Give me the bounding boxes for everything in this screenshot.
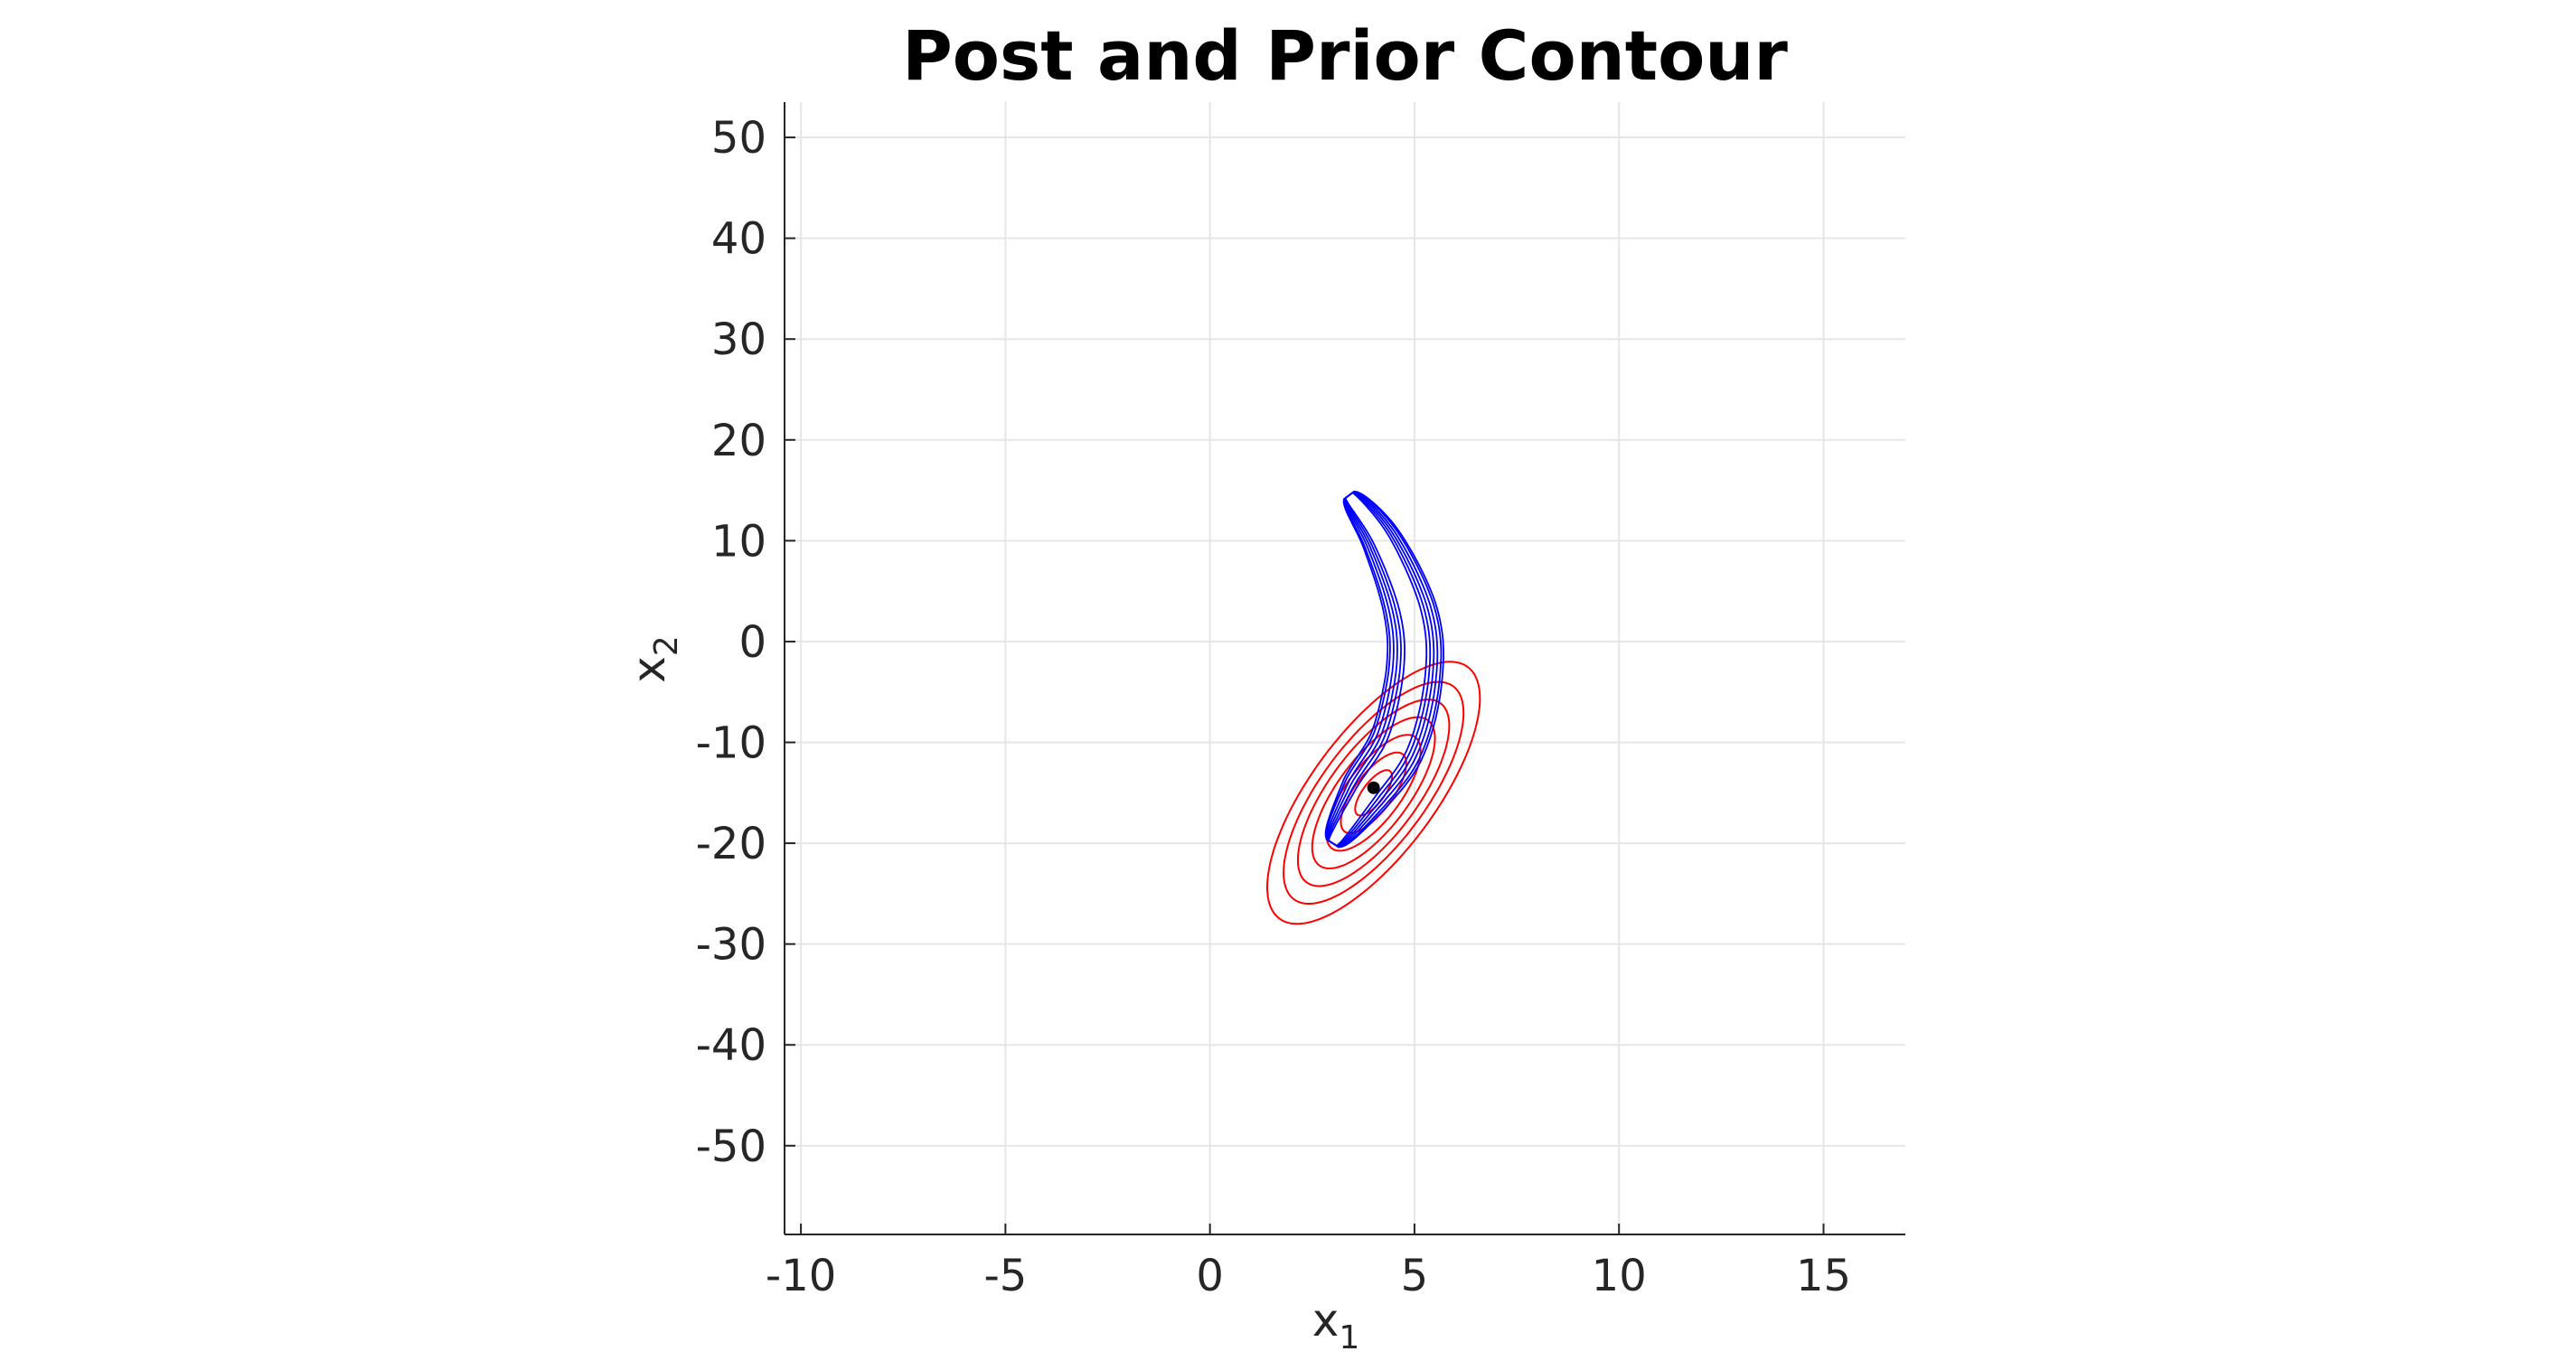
prior-contour: [1297, 699, 1451, 887]
labels: Post and Prior Contour x1 x2: [623, 15, 1788, 1356]
true-state-point: [1367, 781, 1380, 794]
x-axis-label: x1: [1312, 1294, 1360, 1356]
x-tick-label: 15: [1796, 1251, 1851, 1301]
y-tick-label: -10: [696, 718, 766, 769]
contour-series: [1265, 490, 1481, 925]
y-tick-label: -40: [696, 1020, 766, 1071]
y-tick-label: 50: [711, 113, 766, 164]
posterior-contour: [1324, 490, 1445, 849]
chart-title: Post and Prior Contour: [902, 15, 1788, 96]
y-tick-label: 20: [711, 416, 766, 466]
x-tick-label: 0: [1196, 1251, 1224, 1301]
x-tick-label: -5: [983, 1251, 1027, 1301]
y-tick-label: -30: [696, 920, 766, 971]
y-tick-label: 40: [711, 214, 766, 265]
y-tick-label: 10: [711, 516, 766, 567]
prior-contour: [1265, 661, 1481, 925]
y-tick-label: 0: [738, 617, 766, 668]
x-axis-label-base: x: [1312, 1294, 1340, 1347]
y-axis-label: x2: [623, 635, 685, 683]
y-tick-label: -20: [696, 819, 766, 869]
x-tick-label: 10: [1592, 1251, 1647, 1301]
y-axis-label-subscript: 2: [648, 635, 685, 656]
prior-contour: [1283, 680, 1465, 905]
x-axis-label-subscript: 1: [1339, 1319, 1359, 1356]
grid: [785, 102, 1905, 1234]
x-tick-label: -10: [766, 1251, 836, 1301]
y-tick-label: 30: [711, 314, 766, 365]
x-tick-label: 5: [1401, 1251, 1429, 1301]
y-tick-label: -50: [696, 1121, 766, 1172]
y-axis-label-base: x: [623, 656, 675, 683]
